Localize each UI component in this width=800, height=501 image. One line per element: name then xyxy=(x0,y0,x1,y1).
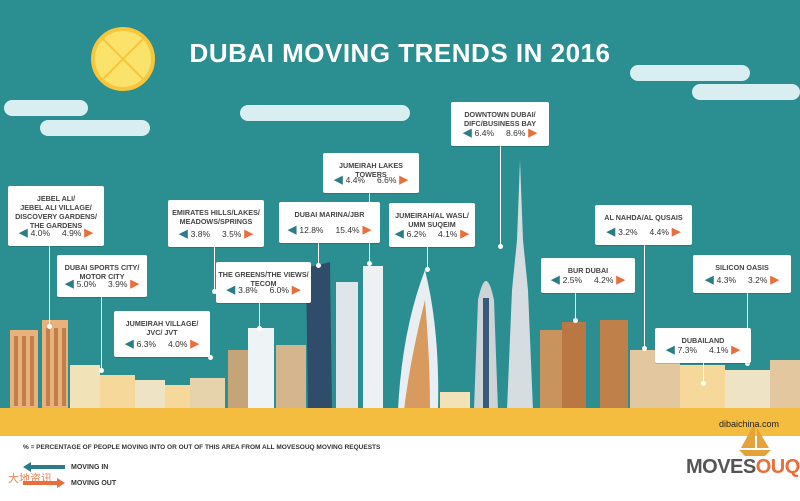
arrow-right-icon: ▶ xyxy=(731,344,740,356)
area-card: SILICON OASIS ◀ 4.3% 3.2% ▶ xyxy=(693,255,791,293)
arrow-left-icon: ◀ xyxy=(125,338,134,350)
legend-in: MOVING IN xyxy=(23,462,108,472)
arrow-left-icon xyxy=(23,462,65,472)
arrow-left-icon: ◀ xyxy=(606,226,616,238)
sun-icon xyxy=(91,27,155,91)
arrow-left-icon: ◀ xyxy=(463,127,472,139)
pin xyxy=(573,293,578,323)
arrow-left-icon: ◀ xyxy=(395,228,404,240)
area-card: DUBAI MARINA/JBR ◀ 12.8% 15.4% ▶ xyxy=(279,202,380,243)
arrow-left-icon: ◀ xyxy=(705,274,714,286)
arrow-right-icon: ▶ xyxy=(399,174,408,186)
watermark: 大地资讯 xyxy=(8,473,52,485)
arrow-right-icon: ▶ xyxy=(671,226,681,238)
ground xyxy=(0,408,800,436)
arrow-right-icon: ▶ xyxy=(190,338,199,350)
area-card: BUR DUBAI ◀ 2.5% 4.2% ▶ xyxy=(541,258,635,293)
area-card: JUMEIRAH/AL WASL/ UMM SUQEIM ◀ 6.2% 4.1% ▶ xyxy=(389,203,475,247)
area-card: JUMEIRAH LAKES TOWERS ◀ 4.4% 6.6% ▶ xyxy=(323,153,419,193)
area-card: DUBAI SPORTS CITY/ MOTOR CITY ◀ 5.0% 3.9% ▶ xyxy=(57,255,147,297)
arrow-left-icon: ◀ xyxy=(19,227,28,239)
cloud xyxy=(692,84,800,100)
pin xyxy=(642,245,647,351)
dhow-logo xyxy=(739,422,771,456)
arrow-left-icon: ◀ xyxy=(226,284,236,296)
cloud xyxy=(40,120,150,136)
arrow-right-icon: ▶ xyxy=(528,127,537,139)
area-card: JEBEL ALI/ JEBEL ALI VILLAGE/ DISCOVERY … xyxy=(8,186,104,246)
pin xyxy=(208,355,213,360)
arrow-right-icon: ▶ xyxy=(291,284,301,296)
cloud xyxy=(630,65,750,81)
arrow-right-icon: ▶ xyxy=(362,224,372,236)
pin xyxy=(498,146,503,249)
pin xyxy=(701,363,706,386)
arrow-right-icon: ▶ xyxy=(616,274,625,286)
area-card: JUMEIRAH VILLAGE/ JVC/ JVT ◀ 6.3% 4.0% ▶ xyxy=(114,311,210,357)
arrow-left-icon: ◀ xyxy=(65,278,74,290)
arrow-right-icon: ▶ xyxy=(460,228,469,240)
area-card: DUBAILAND ◀ 7.3% 4.1% ▶ xyxy=(655,328,751,363)
arrow-left-icon: ◀ xyxy=(287,224,297,236)
arrow-left-icon: ◀ xyxy=(551,274,560,286)
footnote: % = PERCENTAGE OF PEOPLE MOVING INTO OR … xyxy=(23,444,381,451)
legend-out: MOVING OUT xyxy=(23,478,116,488)
area-card: AL NAHDA/AL QUSAIS ◀ 3.2% 4.4% ▶ xyxy=(595,205,692,245)
arrow-right-icon: ▶ xyxy=(130,278,139,290)
arrow-right-icon: ▶ xyxy=(770,274,779,286)
arrow-left-icon: ◀ xyxy=(666,344,675,356)
arrow-left-icon: ◀ xyxy=(179,228,188,240)
pin xyxy=(425,247,430,272)
area-card: DOWNTOWN DUBAI/ DIFC/BUSINESS BAY ◀ 6.4% 8… xyxy=(451,102,549,146)
cloud xyxy=(240,105,410,121)
page-title: DUBAI MOVING TRENDS IN 2016 xyxy=(189,38,611,68)
pin xyxy=(316,243,321,268)
pin xyxy=(47,246,52,329)
area-card: EMIRATES HILLS/LAKES/ MEADOWS/SPRINGS ◀ 3… xyxy=(168,200,264,247)
area-card: THE GREENS/THE VIEWS/ TECOM ◀ 3.8% 6.0% ▶ xyxy=(216,262,311,303)
arrow-right-icon: ▶ xyxy=(244,228,253,240)
watermark-url: dibaichina.com xyxy=(719,419,780,429)
cloud xyxy=(4,100,88,116)
arrow-right-icon: ▶ xyxy=(84,227,93,239)
arrow-left-icon: ◀ xyxy=(334,174,343,186)
footer xyxy=(0,436,800,501)
brand-logo: MOVESOUQ xyxy=(686,456,800,478)
pin xyxy=(212,247,217,294)
pin xyxy=(99,297,104,373)
arrow-right-icon xyxy=(23,478,65,488)
pin xyxy=(257,303,262,331)
